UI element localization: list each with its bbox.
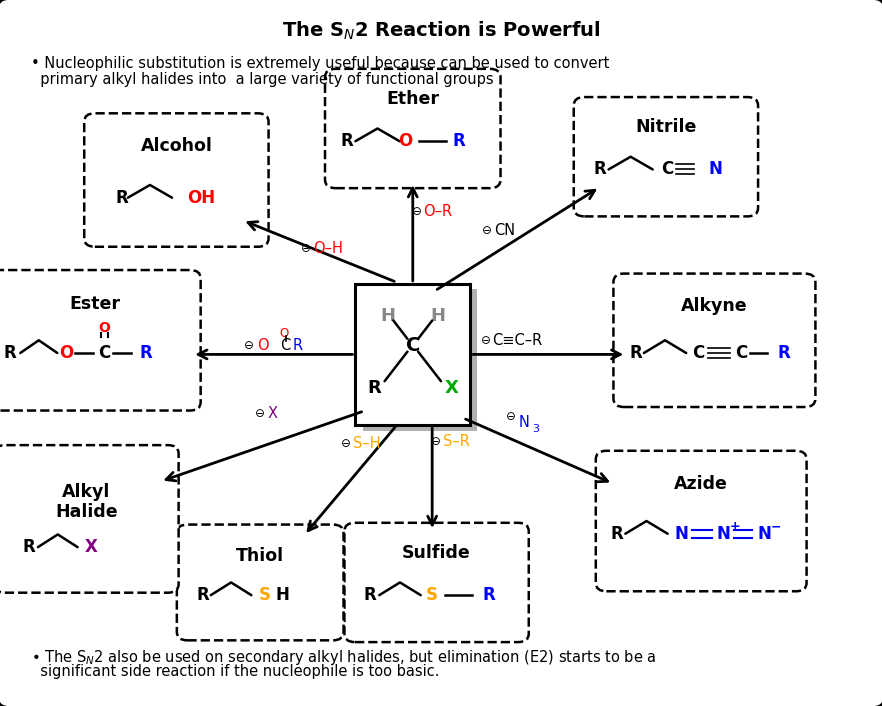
- Text: −: −: [771, 520, 781, 533]
- Text: The S$_N$2 Reaction is Powerful: The S$_N$2 Reaction is Powerful: [281, 19, 601, 42]
- FancyBboxPatch shape: [344, 522, 528, 642]
- Text: Nitrile: Nitrile: [635, 118, 697, 136]
- Text: ⊖: ⊖: [481, 334, 490, 347]
- Text: N: N: [675, 525, 689, 543]
- Text: ⊖: ⊖: [341, 437, 351, 450]
- FancyBboxPatch shape: [596, 451, 806, 591]
- Text: C: C: [98, 344, 110, 362]
- Text: S: S: [426, 586, 438, 604]
- Text: ⊖: ⊖: [244, 340, 254, 352]
- Text: O: O: [59, 344, 73, 362]
- Text: N: N: [519, 414, 529, 430]
- Text: C: C: [692, 344, 705, 362]
- Text: Alkyl: Alkyl: [63, 483, 110, 501]
- Text: O–H: O–H: [313, 241, 343, 256]
- Text: R: R: [139, 344, 152, 362]
- Text: H: H: [380, 306, 396, 325]
- Text: +: +: [729, 520, 740, 533]
- Text: R: R: [452, 132, 465, 150]
- Text: • Nucleophilic substitution is extremely useful because can be used to convert: • Nucleophilic substitution is extremely…: [31, 56, 609, 71]
- Text: O–R: O–R: [423, 204, 452, 220]
- Text: H: H: [275, 586, 289, 604]
- Text: C: C: [406, 337, 420, 355]
- Text: C: C: [735, 344, 747, 362]
- FancyBboxPatch shape: [85, 114, 269, 247]
- Text: S–H: S–H: [353, 436, 380, 451]
- Text: Alkyne: Alkyne: [681, 297, 748, 316]
- Text: C: C: [662, 160, 674, 179]
- Text: N: N: [716, 525, 730, 543]
- Text: S: S: [258, 586, 271, 604]
- Text: • The S$_N$2 also be used on secondary alkyl halides, but elimination (E2) start: • The S$_N$2 also be used on secondary a…: [31, 648, 656, 667]
- Text: Sulfide: Sulfide: [402, 544, 471, 562]
- Text: N: N: [708, 160, 722, 179]
- Text: ⊖: ⊖: [412, 205, 422, 218]
- Text: R: R: [197, 586, 209, 604]
- Text: S–R: S–R: [443, 433, 469, 449]
- Text: Thiol: Thiol: [236, 546, 284, 565]
- Text: R: R: [116, 189, 128, 207]
- Text: O: O: [280, 327, 288, 340]
- Text: O: O: [399, 132, 413, 150]
- Text: ⊖: ⊖: [482, 224, 491, 237]
- Text: significant side reaction if the nucleophile is too basic.: significant side reaction if the nucleop…: [31, 664, 439, 678]
- Text: R: R: [594, 160, 606, 179]
- Text: Halide: Halide: [55, 503, 118, 521]
- Text: H: H: [430, 306, 445, 325]
- Text: X: X: [85, 538, 97, 556]
- Text: X: X: [445, 379, 459, 397]
- Text: R: R: [4, 344, 16, 362]
- Text: ⊖: ⊖: [301, 242, 310, 255]
- FancyBboxPatch shape: [176, 525, 344, 640]
- FancyBboxPatch shape: [355, 284, 470, 425]
- Text: R: R: [293, 338, 303, 354]
- Text: ⊖: ⊖: [431, 435, 441, 448]
- Text: R: R: [778, 344, 790, 362]
- Text: Ester: Ester: [70, 294, 121, 313]
- Text: O: O: [98, 321, 110, 335]
- Text: R: R: [611, 525, 624, 543]
- Text: OH: OH: [187, 189, 215, 207]
- Text: Azide: Azide: [674, 475, 729, 493]
- Text: R: R: [482, 586, 495, 604]
- Text: O: O: [257, 338, 268, 354]
- Text: C≡C–R: C≡C–R: [492, 333, 542, 348]
- Text: R: R: [630, 344, 642, 362]
- Text: ⊖: ⊖: [506, 410, 516, 423]
- Text: R: R: [23, 538, 35, 556]
- Text: Ether: Ether: [386, 90, 439, 108]
- FancyBboxPatch shape: [0, 270, 200, 410]
- Text: R: R: [364, 586, 377, 604]
- Text: R: R: [367, 379, 381, 397]
- FancyBboxPatch shape: [363, 289, 477, 431]
- FancyBboxPatch shape: [573, 97, 758, 216]
- Text: R: R: [340, 132, 353, 150]
- Text: N: N: [758, 525, 772, 543]
- Text: CN: CN: [494, 222, 515, 238]
- Text: primary alkyl halides into  a large variety of functional groups: primary alkyl halides into a large varie…: [31, 72, 494, 87]
- FancyBboxPatch shape: [0, 445, 178, 593]
- Text: C: C: [280, 338, 291, 354]
- Text: Alcohol: Alcohol: [140, 137, 213, 155]
- Text: X: X: [267, 405, 277, 421]
- FancyBboxPatch shape: [614, 273, 815, 407]
- Text: ⊖: ⊖: [255, 407, 265, 419]
- FancyBboxPatch shape: [325, 69, 501, 188]
- Text: 3: 3: [532, 424, 539, 434]
